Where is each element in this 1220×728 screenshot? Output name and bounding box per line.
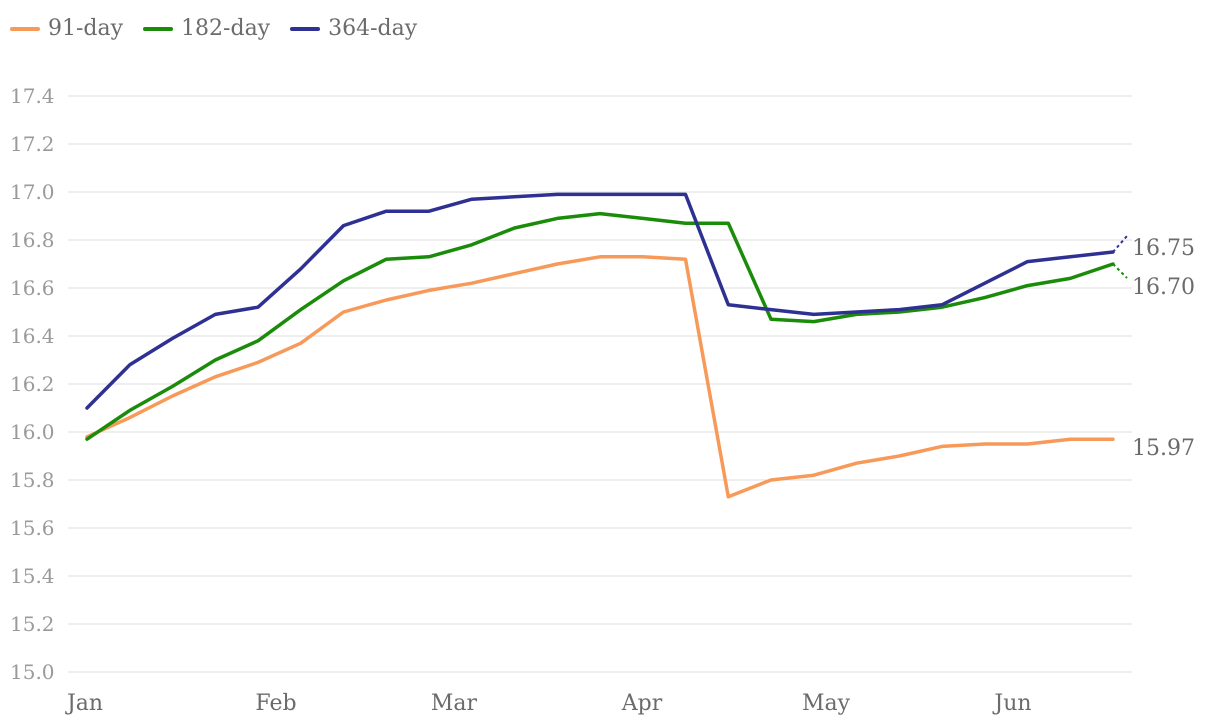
x-axis: Jan Feb Mar Apr May Jun	[65, 691, 1032, 716]
legend-swatch-182-day	[143, 26, 174, 31]
y-tick-label: 16.6	[10, 276, 55, 300]
x-tick-label: Feb	[255, 691, 296, 716]
y-tick-label: 17.4	[10, 84, 55, 108]
legend-label-182-day: 182-day	[181, 16, 271, 41]
end-label-connector	[1112, 235, 1128, 253]
x-tick-label: Mar	[431, 691, 478, 716]
legend-item-182-day: 182-day	[143, 16, 270, 41]
y-tick-label: 15.6	[10, 516, 55, 540]
series-line-182-day	[85, 211, 1115, 441]
y-tick-label: 15.8	[10, 468, 55, 492]
x-tick-label: Apr	[621, 691, 663, 716]
y-tick-label: 17.0	[10, 180, 55, 204]
y-tick-label: 17.2	[10, 132, 55, 156]
end-label-91-day: 15.97	[1132, 436, 1195, 461]
y-tick-label: 16.0	[10, 420, 55, 444]
legend-item-91-day: 91-day	[10, 16, 123, 41]
x-tick-label: Jun	[992, 691, 1031, 716]
y-tick-label: 15.4	[10, 564, 55, 588]
y-tick-label: 16.4	[10, 324, 55, 348]
grid-lines	[68, 95, 1132, 673]
legend-label-91-day: 91-day	[48, 16, 124, 41]
y-tick-label: 16.2	[10, 372, 55, 396]
legend-label-364-day: 364-day	[328, 16, 418, 41]
x-tick-label: Jan	[65, 691, 103, 716]
y-tick-label: 15.2	[10, 612, 55, 636]
y-axis: 15.0 15.2 15.4 15.6 15.8 16.0 16.2 16.4 16.6 16.8…	[10, 84, 55, 684]
end-label-connector	[1112, 263, 1128, 279]
legend-item-364-day: 364-day	[290, 16, 417, 41]
legend-swatch-364-day	[290, 26, 321, 31]
legend-swatch-91-day	[10, 26, 40, 31]
x-tick-label: May	[802, 691, 851, 716]
end-labels: 15.97 16.70 16.75	[1112, 235, 1195, 461]
y-tick-label: 15.0	[10, 660, 55, 684]
series-line-364-day	[85, 192, 1115, 410]
series-line-91-day	[85, 255, 1115, 499]
y-tick-label: 16.8	[10, 228, 55, 252]
series-lines	[85, 192, 1115, 499]
chart-legend: 91-day 182-day 364-day	[10, 16, 417, 41]
end-label-182-day: 16.70	[1132, 275, 1195, 300]
end-label-364-day: 16.75	[1132, 236, 1195, 261]
